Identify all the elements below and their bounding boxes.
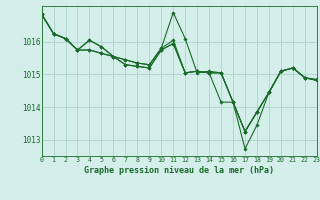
X-axis label: Graphe pression niveau de la mer (hPa): Graphe pression niveau de la mer (hPa): [84, 166, 274, 175]
